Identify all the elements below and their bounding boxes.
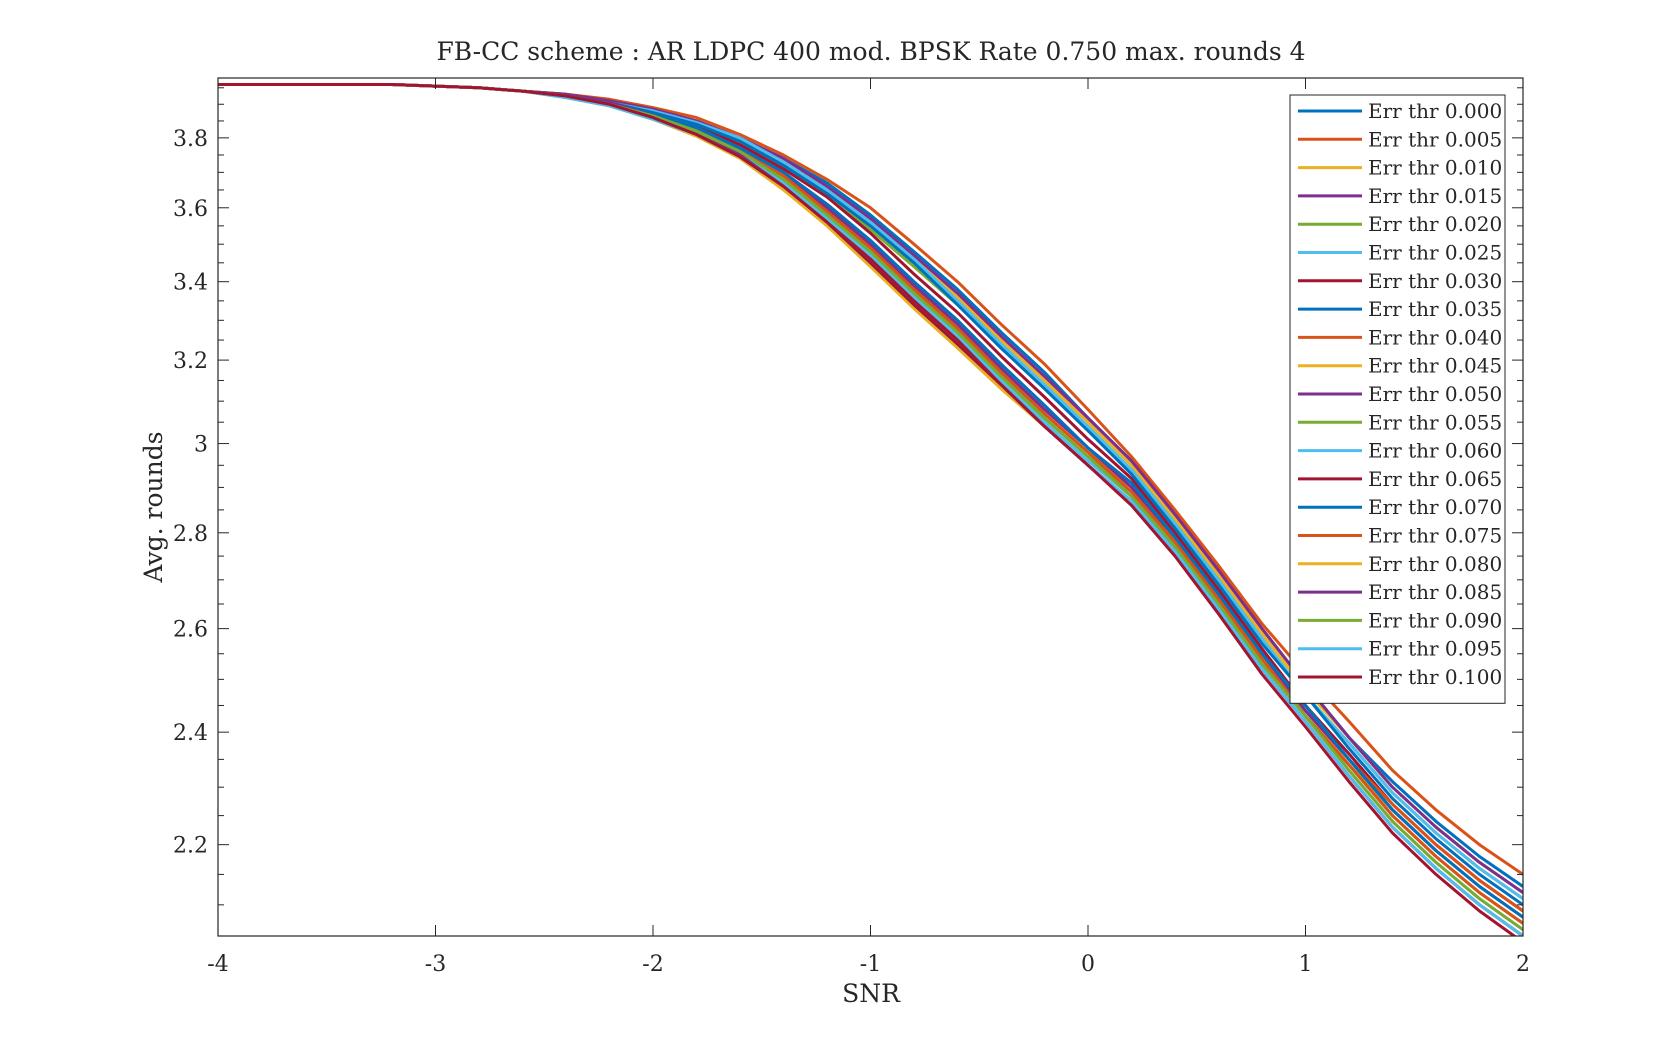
legend-label: Err thr 0.060 [1368, 439, 1502, 463]
legend-label: Err thr 0.065 [1368, 467, 1502, 491]
legend-label: Err thr 0.040 [1368, 325, 1502, 349]
legend-label: Err thr 0.070 [1368, 495, 1502, 519]
x-axis-label: SNR [842, 979, 901, 1008]
y-tick-label: 3.2 [173, 349, 208, 374]
legend-label: Err thr 0.095 [1368, 637, 1502, 661]
legend-label: Err thr 0.080 [1368, 552, 1502, 576]
y-tick-label: 3.6 [173, 197, 208, 222]
y-tick-label: 2.6 [173, 618, 208, 643]
legend-label: Err thr 0.035 [1368, 297, 1502, 321]
x-tick-label: -3 [425, 952, 446, 977]
legend-label: Err thr 0.050 [1368, 382, 1502, 406]
y-tick-label: 3.8 [173, 127, 208, 152]
x-tick-label: 1 [1299, 952, 1313, 977]
legend-label: Err thr 0.025 [1368, 241, 1502, 265]
x-tick-label: 0 [1081, 952, 1095, 977]
y-tick-label: 2.8 [173, 522, 208, 547]
legend-label: Err thr 0.100 [1368, 665, 1502, 689]
y-axis-label: Avg. rounds [139, 431, 168, 583]
legend-label: Err thr 0.010 [1368, 156, 1502, 180]
legend-label: Err thr 0.085 [1368, 580, 1502, 604]
y-tick-label: 3 [194, 433, 208, 458]
legend-label: Err thr 0.045 [1368, 354, 1502, 378]
x-tick-label: -4 [207, 952, 228, 977]
legend-label: Err thr 0.020 [1368, 212, 1502, 236]
y-tick-label: 2.4 [173, 721, 208, 746]
x-tick-label: -1 [860, 952, 881, 977]
axis-ticks: -4 -3 -2 -1 0 1 2 2.2 2.4 2.6 2.8 3 3.2 3.4 3.6 3.8 [173, 78, 1530, 977]
legend-label: Err thr 0.015 [1368, 184, 1502, 208]
y-tick-label: 3.4 [173, 271, 208, 296]
chart-title: FB-CC scheme : AR LDPC 400 mod. BPSK Rat… [436, 37, 1305, 66]
legend-label: Err thr 0.030 [1368, 269, 1502, 293]
legend: Err thr 0.000 Err thr 0.005 Err thr 0.010 E… [1289, 94, 1506, 704]
y-tick-label: 2.2 [173, 834, 208, 859]
legend-label: Err thr 0.000 [1368, 99, 1502, 123]
legend-label: Err thr 0.075 [1368, 524, 1502, 548]
x-tick-label: -2 [642, 952, 663, 977]
legend-label: Err thr 0.090 [1368, 608, 1502, 632]
legend-label: Err thr 0.005 [1368, 127, 1502, 151]
legend-label: Err thr 0.055 [1368, 410, 1502, 434]
x-tick-label: 2 [1516, 952, 1530, 977]
